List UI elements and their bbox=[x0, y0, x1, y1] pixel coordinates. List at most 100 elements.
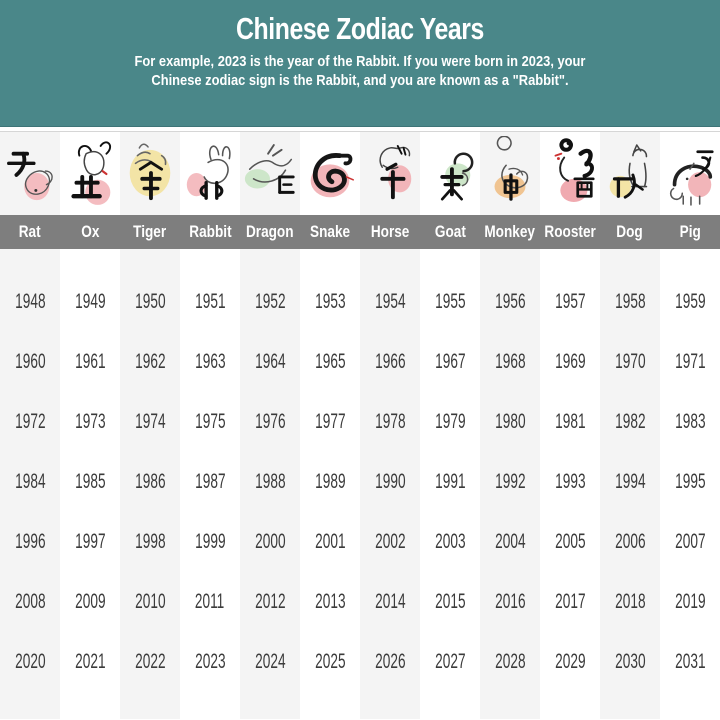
year-cell: 1974 bbox=[120, 392, 180, 452]
year-cell: 1963 bbox=[180, 332, 240, 392]
year-value: 2018 bbox=[614, 590, 646, 613]
year-value: 2000 bbox=[254, 530, 286, 553]
year-cell: 1960 bbox=[0, 332, 60, 392]
year-value: 2002 bbox=[374, 530, 406, 553]
animal-name-label: Dog bbox=[616, 222, 644, 241]
year-cell: 1972 bbox=[0, 392, 60, 452]
header: Chinese Zodiac Years For example, 2023 i… bbox=[0, 0, 720, 127]
animal-name-rat: Rat bbox=[0, 215, 60, 249]
year-value: 1966 bbox=[374, 350, 406, 373]
animal-name-horse: Horse bbox=[360, 215, 420, 249]
year-value: 2011 bbox=[195, 590, 225, 613]
monkey-icon bbox=[494, 135, 529, 201]
year-cell: 2022 bbox=[120, 632, 180, 692]
year-cell: 2020 bbox=[0, 632, 60, 692]
year-cell: 1980 bbox=[480, 392, 540, 452]
animal-name-label: Rabbit bbox=[188, 222, 232, 241]
subtitle-line-2: Chinese zodiac sign is the Rabbit, and y… bbox=[151, 71, 569, 89]
year-cell: 2008 bbox=[0, 572, 60, 632]
year-cell: 2014 bbox=[360, 572, 420, 632]
year-value: 1992 bbox=[494, 470, 526, 493]
subtitle-line-1: For example, 2023 is the year of the Rab… bbox=[134, 52, 586, 70]
year-value: 1993 bbox=[554, 470, 586, 493]
animal-name-tiger: Tiger bbox=[120, 215, 180, 249]
year-value: 1973 bbox=[74, 410, 106, 433]
year-cell: 1987 bbox=[180, 452, 240, 512]
year-cell: 1985 bbox=[60, 452, 120, 512]
year-value: 1974 bbox=[134, 410, 166, 433]
year-value: 1975 bbox=[194, 410, 226, 433]
year-cell: 1958 bbox=[600, 272, 660, 332]
animal-name-label: Horse bbox=[370, 222, 410, 241]
year-value: 1970 bbox=[614, 350, 646, 373]
rooster-icon bbox=[554, 137, 595, 202]
year-value: 2015 bbox=[434, 590, 466, 613]
year-value: 1953 bbox=[314, 290, 346, 313]
year-value: 2013 bbox=[314, 590, 346, 613]
year-value: 1949 bbox=[74, 290, 106, 313]
year-value: 2031 bbox=[674, 650, 706, 673]
year-value: 1986 bbox=[134, 470, 166, 493]
year-cell: 1970 bbox=[600, 332, 660, 392]
year-value: 2019 bbox=[674, 590, 706, 613]
year-cell: 1977 bbox=[300, 392, 360, 452]
year-value: 1954 bbox=[374, 290, 406, 313]
year-cell: 2031 bbox=[660, 632, 720, 692]
year-cell: 1959 bbox=[660, 272, 720, 332]
year-cell: 2011 bbox=[180, 572, 240, 632]
rat-icon bbox=[7, 151, 53, 200]
year-cell: 1976 bbox=[240, 392, 300, 452]
year-value: 1948 bbox=[14, 290, 46, 313]
year-value: 1999 bbox=[194, 530, 226, 553]
animal-icon-row bbox=[0, 132, 720, 215]
year-value: 2007 bbox=[674, 530, 706, 553]
animal-name-label: Tiger bbox=[133, 222, 167, 241]
pig-icon bbox=[669, 149, 714, 206]
year-value: 2029 bbox=[554, 650, 586, 673]
year-cell: 2013 bbox=[300, 572, 360, 632]
year-cell: 1992 bbox=[480, 452, 540, 512]
year-value: 2010 bbox=[134, 590, 166, 613]
year-cell: 1993 bbox=[540, 452, 600, 512]
tiger-icon bbox=[129, 143, 171, 200]
year-value: 1998 bbox=[134, 530, 166, 553]
year-value: 2027 bbox=[434, 650, 466, 673]
animal-name-label: Snake bbox=[309, 222, 351, 241]
year-value: 1977 bbox=[314, 410, 346, 433]
year-cell: 2003 bbox=[420, 512, 480, 572]
year-cell: 1994 bbox=[600, 452, 660, 512]
year-cell: 1952 bbox=[240, 272, 300, 332]
year-cell: 1982 bbox=[600, 392, 660, 452]
year-value: 1950 bbox=[134, 290, 166, 313]
animal-cell bbox=[240, 132, 300, 215]
year-value: 2020 bbox=[14, 650, 46, 673]
year-cell: 1989 bbox=[300, 452, 360, 512]
snake-icon bbox=[310, 152, 354, 197]
year-value: 1955 bbox=[434, 290, 466, 313]
year-cell: 2009 bbox=[60, 572, 120, 632]
animal-name-monkey: Monkey bbox=[480, 215, 540, 249]
animal-cell bbox=[300, 132, 360, 215]
animal-cell bbox=[420, 132, 480, 215]
year-cell: 1995 bbox=[660, 452, 720, 512]
year-value: 1968 bbox=[494, 350, 526, 373]
year-value: 1987 bbox=[194, 470, 226, 493]
year-value: 1981 bbox=[554, 410, 586, 433]
year-value: 2012 bbox=[254, 590, 286, 613]
ox-icon bbox=[71, 140, 111, 205]
year-cell: 2015 bbox=[420, 572, 480, 632]
year-value: 2024 bbox=[254, 650, 286, 673]
animal-name-snake: Snake bbox=[300, 215, 360, 249]
year-value: 1996 bbox=[14, 530, 46, 553]
year-value: 1965 bbox=[314, 350, 346, 373]
year-value: 2004 bbox=[494, 530, 526, 553]
year-value: 2008 bbox=[14, 590, 46, 613]
year-cell: 1957 bbox=[540, 272, 600, 332]
year-value: 2006 bbox=[614, 530, 646, 553]
animal-name-label: Goat bbox=[434, 222, 466, 241]
year-cell: 1967 bbox=[420, 332, 480, 392]
year-cell: 1953 bbox=[300, 272, 360, 332]
year-value: 1951 bbox=[194, 290, 226, 313]
year-value: 2009 bbox=[74, 590, 106, 613]
